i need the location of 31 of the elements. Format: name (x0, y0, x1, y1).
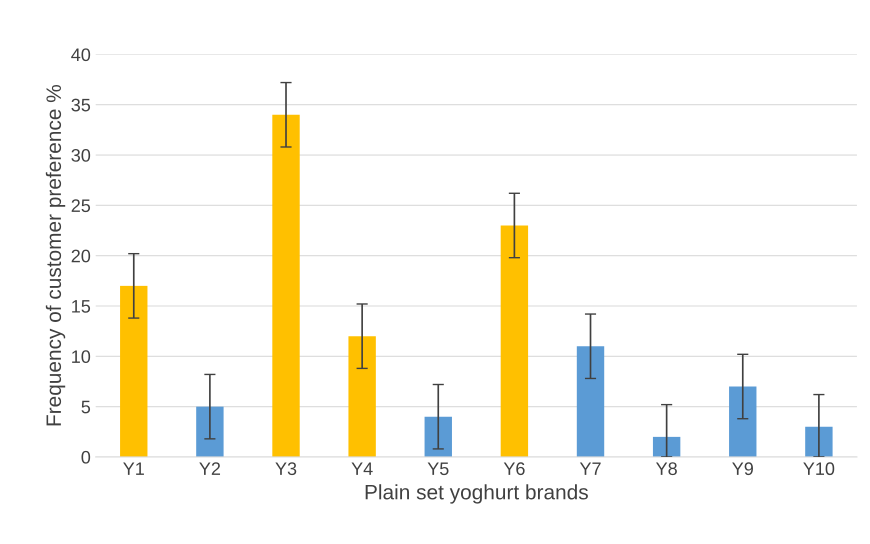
x-tick-label: Y6 (504, 462, 525, 476)
y-tick-label: 35 (71, 98, 90, 112)
bar (500, 225, 528, 457)
y-tick-label: 10 (72, 350, 90, 364)
x-tick-label: Y8 (656, 462, 677, 476)
y-tick-label: 30 (71, 148, 90, 162)
x-tick-label: Y5 (428, 462, 449, 476)
y-tick-label: 0 (82, 450, 90, 464)
y-tick-label: 25 (72, 199, 90, 212)
x-tick-label: Y9 (732, 462, 753, 476)
bar (272, 114, 300, 457)
x-axis-title: Plain set yoghurt brands (366, 484, 588, 504)
y-tick-label: 5 (82, 400, 90, 414)
bar (729, 386, 756, 457)
x-tick-label: Y3 (275, 462, 296, 476)
bar (805, 426, 833, 457)
bar (348, 336, 376, 457)
x-tick-label: Y10 (803, 462, 834, 476)
y-tick-label: 15 (72, 300, 90, 313)
x-tick-label: Y1 (123, 462, 144, 475)
x-tick-label: Y4 (351, 462, 373, 475)
bar (196, 406, 224, 457)
x-tick-label: Y2 (199, 462, 220, 475)
y-tick-label: 40 (71, 48, 90, 62)
x-tick-label: Y7 (580, 462, 601, 475)
bar (424, 416, 452, 457)
bar (576, 346, 604, 457)
bar (120, 286, 148, 457)
y-axis-title: Frequency of customer preference % (46, 85, 66, 426)
y-tick-label: 20 (72, 250, 90, 262)
bar (652, 436, 680, 457)
